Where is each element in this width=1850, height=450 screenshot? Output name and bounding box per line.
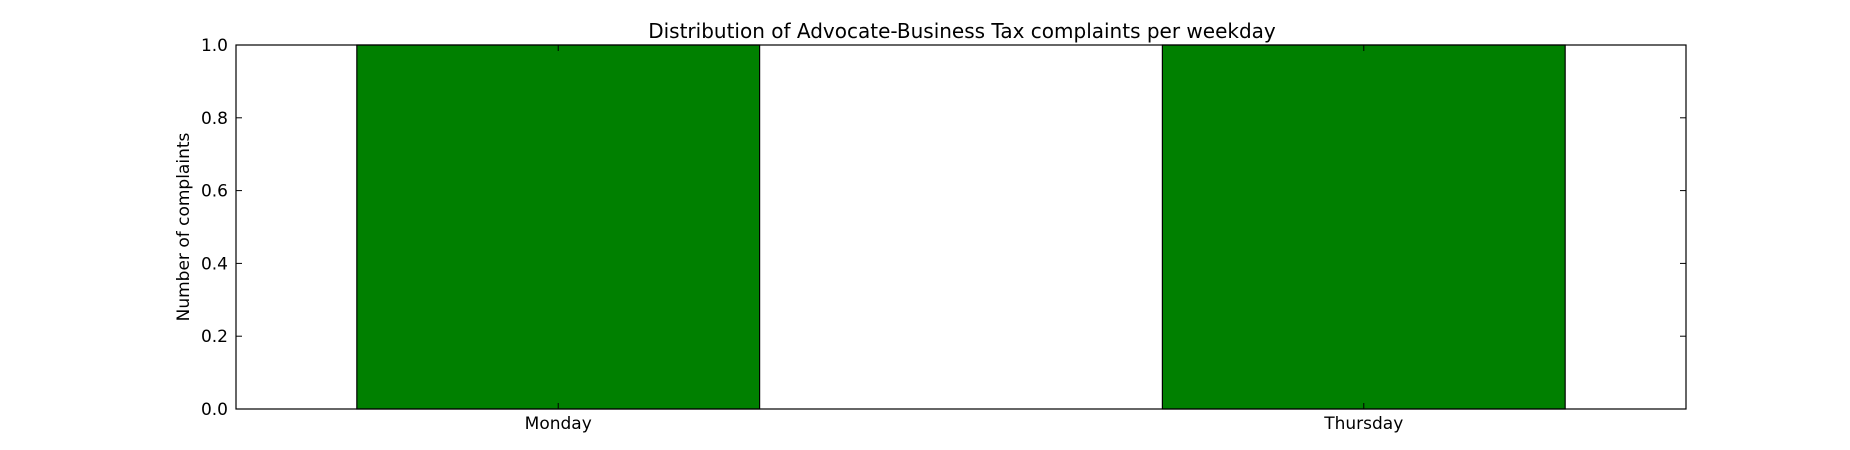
y-axis-label: Number of complaints — [174, 132, 194, 321]
y-tick-label: 0.0 — [201, 400, 228, 420]
y-tick-label: 0.8 — [201, 109, 228, 129]
bar-monday — [356, 44, 761, 410]
chart-title: Distribution of Advocate-Business Tax co… — [648, 19, 1276, 43]
y-tick-label: 0.4 — [201, 254, 228, 274]
y-tick-label: 0.6 — [201, 182, 228, 202]
x-tick-label: Monday — [525, 414, 592, 434]
y-ticks-group: 0.0 0.2 0.4 0.6 0.8 1.0 — [201, 36, 1686, 420]
x-tick-label: Thursday — [1323, 414, 1403, 434]
bars-group — [356, 44, 1566, 410]
bar-thursday — [1161, 44, 1566, 410]
plot-frame — [235, 44, 1687, 410]
y-tick-label: 0.2 — [201, 327, 228, 347]
x-ticks-group: Monday Thursday — [525, 45, 1403, 434]
y-tick-label: 1.0 — [201, 36, 228, 56]
